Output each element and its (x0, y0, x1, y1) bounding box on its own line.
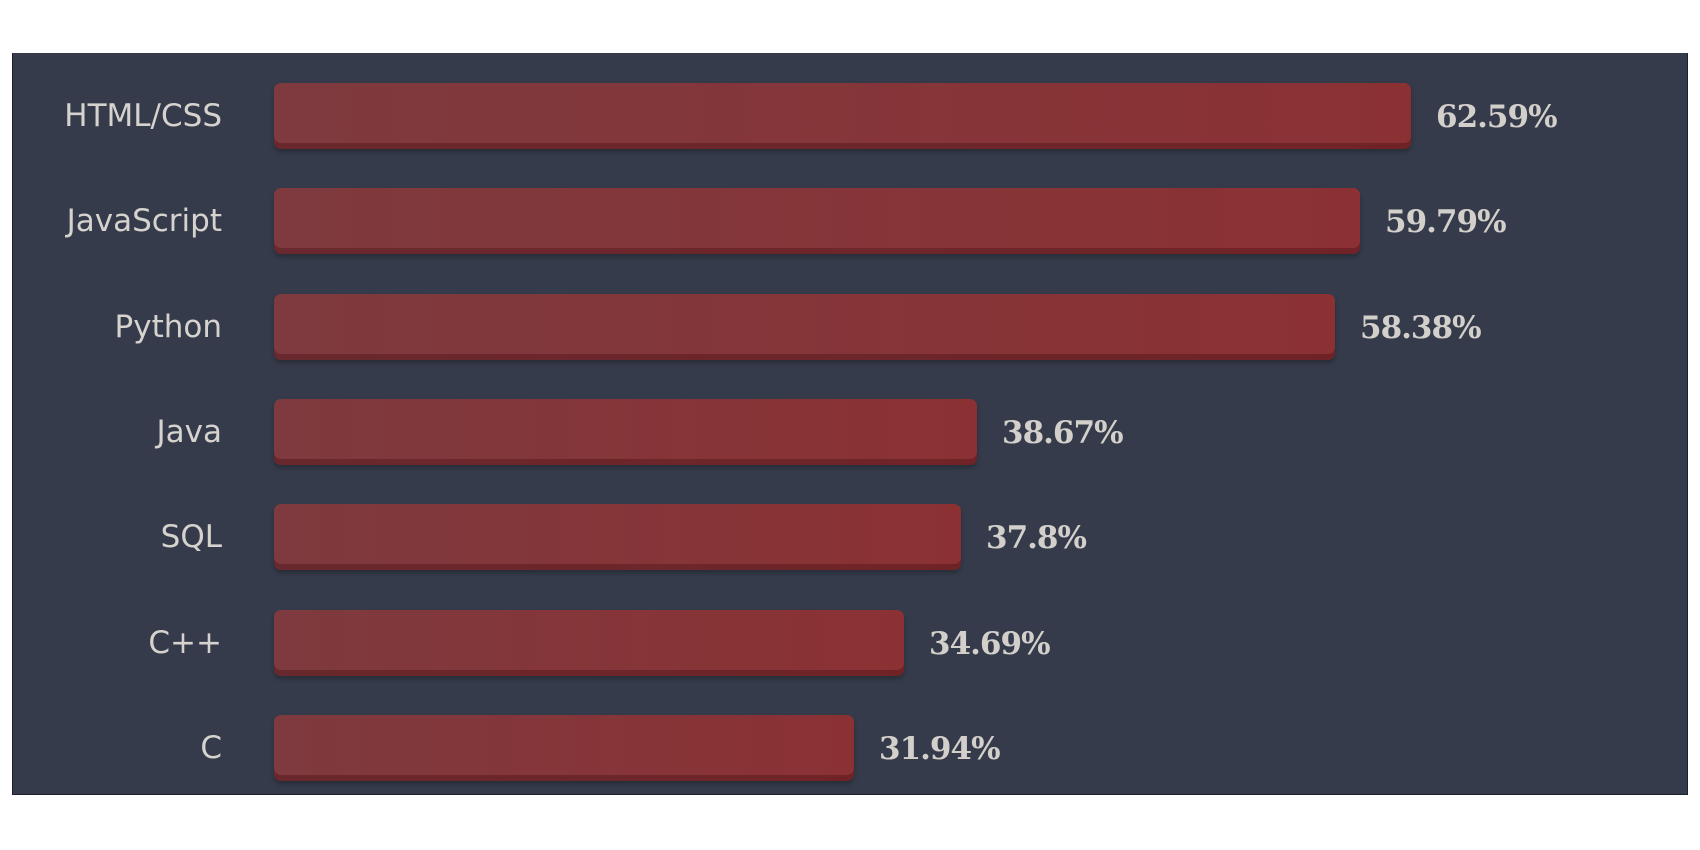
value-label: 34.69% (929, 626, 1051, 662)
bar (274, 399, 977, 465)
bar (274, 610, 904, 676)
bar (274, 83, 1411, 149)
bar-row: C 31.94% (13, 715, 1687, 781)
value-label: 31.94% (879, 731, 1001, 767)
value-label: 37.8% (986, 520, 1087, 556)
category-label: JavaScript (66, 203, 222, 239)
value-label: 62.59% (1436, 99, 1558, 135)
bar-row: HTML/CSS 62.59% (13, 83, 1687, 149)
value-label: 38.67% (1002, 415, 1124, 451)
bar (274, 294, 1335, 360)
category-label: HTML/CSS (64, 98, 222, 134)
bar-row: C++ 34.69% (13, 610, 1687, 676)
bar (274, 188, 1360, 254)
category-label: C++ (148, 625, 222, 661)
bar-row: JavaScript 59.79% (13, 188, 1687, 254)
category-label: SQL (160, 519, 222, 555)
bar (274, 504, 961, 570)
bar-row: SQL 37.8% (13, 504, 1687, 570)
category-label: Java (156, 414, 222, 450)
value-label: 59.79% (1385, 204, 1507, 240)
value-label: 58.38% (1360, 310, 1482, 346)
bar-row: Java 38.67% (13, 399, 1687, 465)
category-label: C (200, 730, 222, 766)
bar-row: Python 58.38% (13, 294, 1687, 360)
chart-panel: HTML/CSS 62.59% JavaScript 59.79% Python 58.3… (12, 53, 1688, 795)
bar (274, 715, 854, 781)
category-label: Python (114, 309, 222, 345)
